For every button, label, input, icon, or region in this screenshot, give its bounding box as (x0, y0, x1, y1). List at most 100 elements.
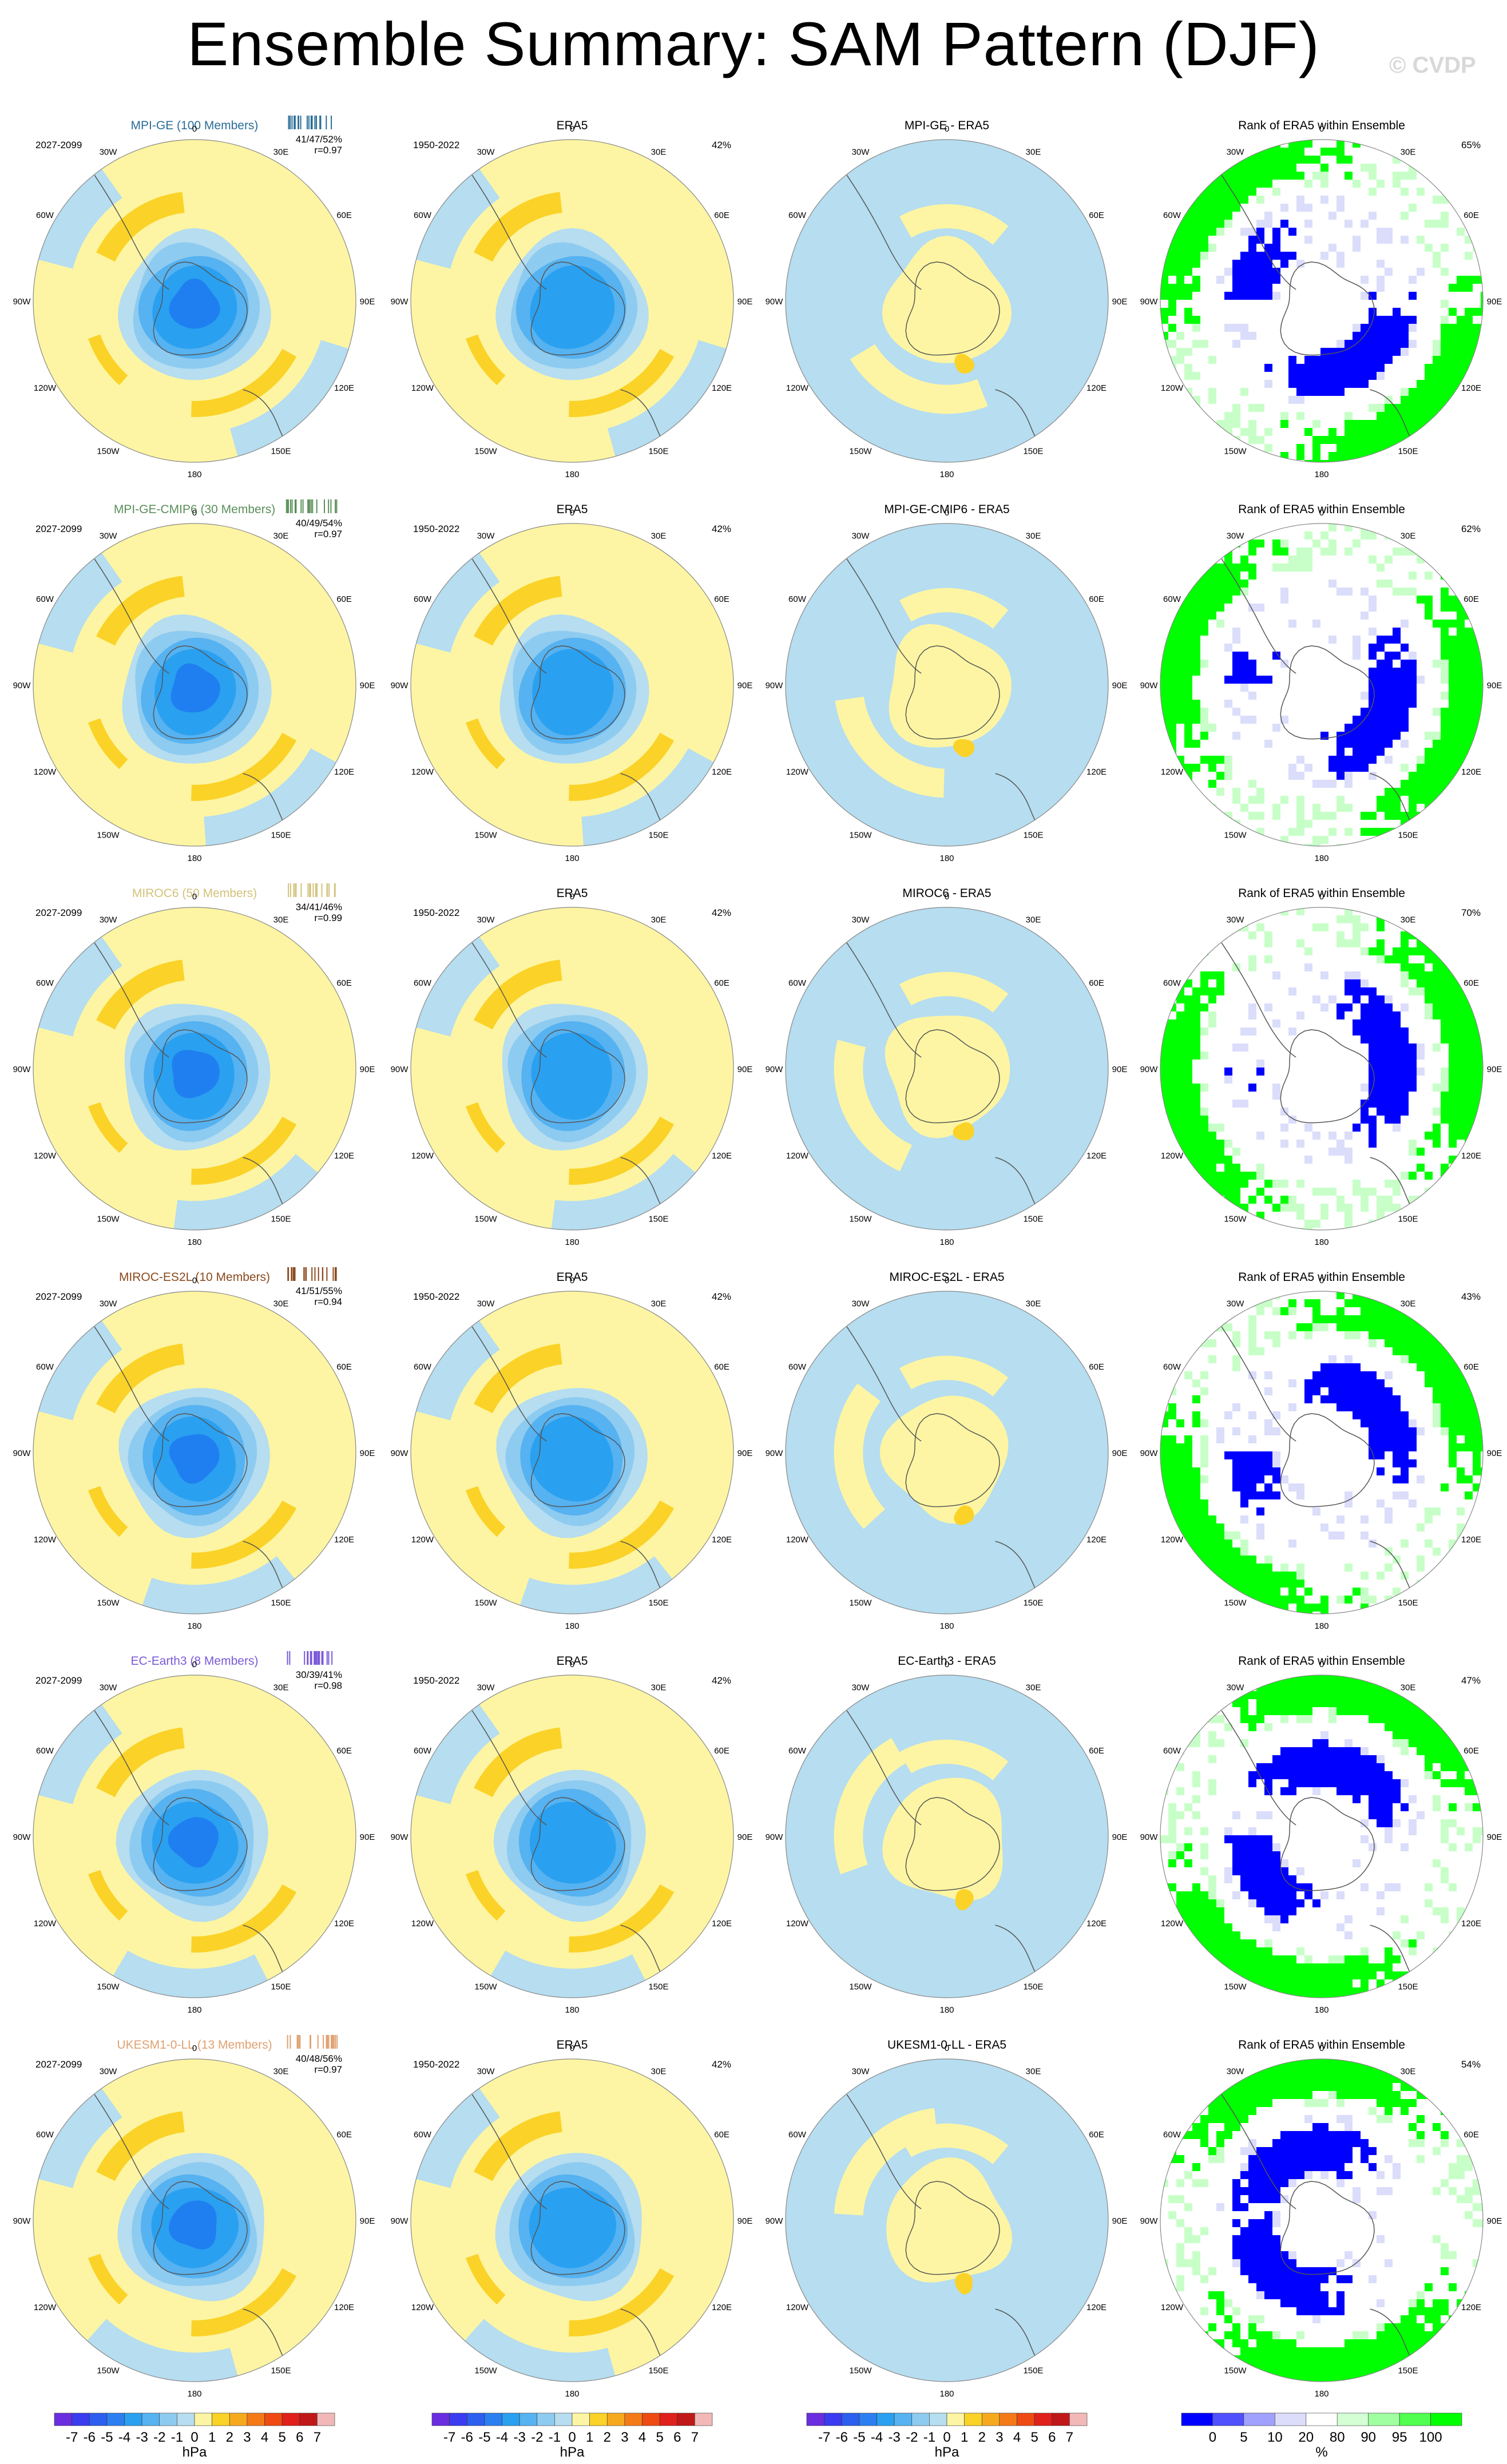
rank-cell (1272, 1491, 1280, 1499)
longitude-label: 180 (939, 2005, 954, 2015)
rank-cell (1288, 1331, 1296, 1339)
rank-cell (1232, 1363, 1240, 1371)
longitude-label: 0 (570, 1276, 574, 1285)
longitude-label: 60E (336, 1746, 352, 1756)
rank-cell (1449, 1307, 1457, 1315)
correlation-label: r=0.97 (314, 529, 342, 539)
rank-cell (1353, 995, 1361, 1003)
rank-cell (1176, 1979, 1184, 1987)
positive-region (35, 934, 122, 1037)
rank-cell (1256, 164, 1264, 172)
rank-cell (1409, 947, 1417, 955)
longitude-label: 150E (1023, 2366, 1043, 2376)
rank-cell (1328, 1691, 1337, 1699)
rank-cell (1385, 348, 1393, 356)
rank-cell (1200, 2115, 1208, 2123)
rank-cell (1417, 844, 1425, 846)
rank-cell (1192, 628, 1200, 636)
rank-cell (1449, 1019, 1457, 1027)
rank-cell (1449, 1379, 1457, 1387)
rank-cell (1160, 1715, 1168, 1723)
rank-cell (1168, 156, 1176, 164)
rank-cell (1200, 252, 1208, 260)
rank-cell (1337, 260, 1345, 268)
rank-cell (1369, 1331, 1377, 1339)
rank-cell (1312, 2059, 1320, 2067)
rank-cell (1425, 531, 1433, 539)
rank-cell (1176, 1995, 1184, 1998)
high-anomaly (474, 576, 562, 646)
rank-cell (1377, 1019, 1385, 1027)
rank-cell (1417, 1699, 1425, 1707)
longitude-label: 30W (1227, 531, 1245, 541)
rank-cell (1473, 1451, 1481, 1459)
rank-cell (1184, 2099, 1192, 2107)
rank-cell (1393, 1419, 1401, 1427)
rank-cell (1280, 539, 1288, 547)
longitude-label: 0 (192, 1276, 197, 1285)
rank-cell (1240, 1556, 1248, 1564)
rank-cell (1417, 764, 1425, 772)
rank-cell (1320, 1963, 1328, 1971)
rank-cell (1433, 979, 1441, 987)
rank-cell (1481, 788, 1483, 796)
rank-cell (1369, 1019, 1377, 1027)
rank-cell (1377, 1675, 1385, 1683)
rank-cell (1256, 1188, 1264, 1196)
rank-cell (1465, 1307, 1473, 1315)
rank-cell (1473, 324, 1481, 332)
rank-cell (1449, 1955, 1457, 1963)
rank-cell (1256, 2059, 1264, 2067)
rank-cell (1353, 1379, 1361, 1387)
rank-cell (1457, 1132, 1465, 1140)
rank-cell (1328, 380, 1337, 388)
rank-cell (1377, 1060, 1385, 1068)
rank-cell (1184, 1731, 1192, 1739)
rank-cell (1272, 1883, 1280, 1891)
rank-cell (1248, 404, 1256, 412)
rank-cell (1160, 1499, 1168, 1507)
rank-cell (1232, 1867, 1240, 1875)
rank-cell (1385, 1955, 1393, 1963)
rank-cell (1168, 692, 1176, 700)
rank-cell (1280, 547, 1288, 556)
rank-cell (1192, 1419, 1200, 1427)
rank-cell (1337, 1747, 1345, 1755)
rank-cell (1264, 1564, 1272, 1572)
rank-cell (1385, 1220, 1393, 1228)
rank-cell (1449, 1843, 1457, 1851)
rank-cell (1441, 1691, 1449, 1699)
rank-cell (1393, 1675, 1401, 1683)
rank-cell (1457, 1068, 1465, 1076)
model-title: EC-Earth3 (8 Members) (131, 1654, 259, 1668)
rank-cell (1328, 764, 1337, 772)
rank-cell (1337, 436, 1345, 444)
rank-cell (1160, 180, 1168, 188)
rank-cell (1296, 1572, 1304, 1580)
rank-cell (1369, 732, 1377, 740)
rank-cell (1337, 156, 1345, 164)
rank-cell (1409, 1228, 1417, 1230)
rank-cell (1168, 1556, 1176, 1564)
rank-cell (1256, 252, 1264, 260)
rank-cell (1192, 740, 1200, 748)
rank-cell (1224, 676, 1232, 684)
rank-cell (1200, 1451, 1208, 1459)
antarctica-coastline (153, 261, 248, 356)
rank-cell (1337, 2083, 1345, 2091)
rank-cell (1168, 547, 1176, 556)
rank-cell (1449, 748, 1457, 756)
rank-cell (1465, 284, 1473, 292)
rank-cell (1457, 1060, 1465, 1068)
rank-cell (1312, 1747, 1320, 1755)
rank-cell (1457, 740, 1465, 748)
rank-cell (1481, 1475, 1483, 1483)
rank-cell (1425, 971, 1433, 979)
rank-cell (1457, 396, 1465, 404)
rank-cell (1449, 340, 1457, 348)
rank-cell (1288, 1683, 1296, 1691)
rank-cell (1473, 1124, 1481, 1132)
rank-cell (1345, 1363, 1353, 1371)
rank-cell (1465, 1108, 1473, 1116)
low-contour (529, 2187, 616, 2268)
